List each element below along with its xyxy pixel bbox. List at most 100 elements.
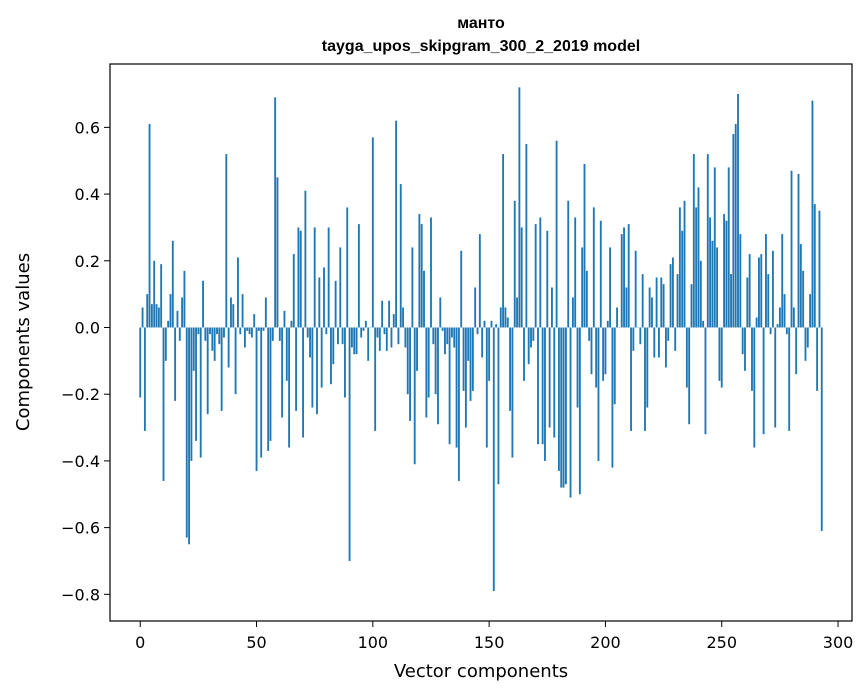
bar: [283, 310, 286, 328]
bar: [481, 327, 484, 358]
bar: [334, 280, 337, 328]
bar: [688, 327, 691, 425]
bar: [441, 327, 444, 331]
bar: [769, 327, 772, 335]
bar: [346, 207, 349, 328]
bar: [581, 247, 584, 328]
bar: [520, 227, 523, 328]
bar: [471, 327, 474, 391]
x-axis-ticks: 0 50 100 150 200 250 300: [135, 621, 853, 652]
bar: [532, 327, 535, 341]
bar: [697, 187, 700, 328]
bar: [606, 320, 609, 328]
y-axis-label: Components values: [13, 253, 34, 431]
bar: [150, 304, 153, 328]
bar: [411, 247, 414, 328]
bar: [439, 297, 442, 328]
bar: [383, 327, 386, 335]
bar: [404, 327, 407, 348]
bar: [523, 327, 525, 381]
bar: [585, 270, 588, 328]
bar: [278, 327, 281, 341]
bar: [285, 327, 288, 381]
bar: [774, 327, 777, 428]
bar: [560, 327, 563, 488]
bar: [178, 327, 181, 341]
bar: [271, 327, 274, 341]
bar: [655, 277, 658, 328]
bar: [413, 327, 416, 465]
y-tick-label: −0.4: [61, 452, 100, 471]
bar: [592, 207, 595, 328]
bar: [141, 307, 144, 328]
bar: [448, 327, 451, 445]
bar: [230, 297, 232, 328]
bar: [609, 247, 612, 328]
bar: [302, 327, 304, 438]
bar: [455, 327, 458, 448]
bar: [378, 327, 381, 351]
bar: [734, 124, 737, 328]
bar: [313, 227, 316, 328]
x-tick-label: 300: [823, 633, 854, 652]
bar: [453, 327, 456, 348]
bar: [525, 144, 528, 328]
bar: [416, 327, 418, 371]
bar: [485, 327, 488, 448]
bar: [702, 320, 705, 328]
bar: [211, 327, 214, 351]
bar: [551, 287, 553, 328]
bar: [171, 240, 174, 328]
bar: [341, 327, 344, 345]
bar: [402, 307, 405, 328]
bar: [744, 327, 746, 371]
bar: [269, 327, 272, 441]
bar: [683, 200, 686, 328]
bar: [813, 204, 816, 328]
bar: [153, 260, 156, 328]
bar: [809, 294, 812, 328]
bar: [716, 247, 719, 328]
bar: [785, 327, 788, 335]
bar: [388, 300, 391, 328]
bar: [492, 327, 495, 591]
bar: [678, 207, 681, 328]
bar: [430, 217, 432, 328]
bar: [367, 327, 370, 361]
bar: [297, 227, 300, 328]
bar: [257, 327, 260, 331]
bar: [627, 224, 630, 328]
bar: [790, 170, 793, 328]
bar: [462, 327, 465, 391]
bar: [632, 327, 635, 351]
bar: [739, 234, 742, 328]
bar: [639, 327, 642, 345]
bar: [509, 327, 511, 411]
bar: [804, 327, 807, 361]
bar: [660, 277, 663, 328]
bar: [190, 327, 193, 461]
bar: [792, 307, 795, 328]
bar: [234, 327, 237, 395]
bar: [267, 327, 270, 451]
bar: [157, 307, 160, 328]
bar: [811, 100, 814, 328]
bar: [653, 327, 656, 358]
bar: [541, 327, 544, 445]
bar: [611, 327, 614, 468]
bar: [488, 327, 491, 381]
bar: [651, 297, 653, 328]
x-tick-label: 100: [358, 633, 389, 652]
bar: [360, 327, 363, 338]
bar: [423, 270, 425, 328]
bar: [748, 254, 751, 328]
bar: [499, 307, 502, 328]
bar: [320, 327, 323, 388]
bar: [602, 327, 605, 381]
bar: [374, 327, 377, 431]
bar: [544, 327, 546, 461]
bar: [758, 257, 760, 328]
bar: [474, 287, 477, 328]
bar: [539, 217, 542, 328]
